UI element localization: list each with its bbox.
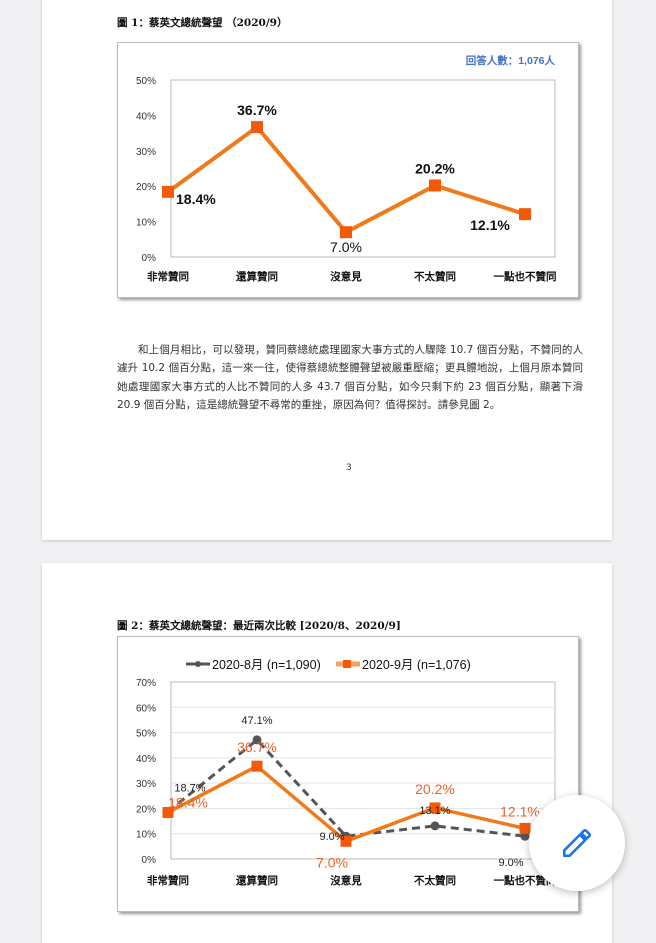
data-point	[251, 121, 263, 134]
data-label: 20.2%	[415, 160, 455, 176]
y-tick-label: 30%	[136, 779, 156, 790]
chart-1-svg: 回答人數：1,076人 0% 10% 20% 30% 40% 50% 非常贊同 還算贊同 沒意見 不…	[136, 54, 557, 283]
series-line-aug	[167, 737, 526, 838]
data-label-aug: 18.7%	[174, 783, 205, 795]
data-label-aug: 13.1%	[419, 805, 450, 817]
data-label-sep: 20.2%	[415, 781, 455, 797]
figure-1-title: 圖 1：蔡英文總統聲望 （2020/9）	[117, 17, 288, 29]
data-point-aug	[252, 735, 262, 745]
legend-label-sep: 2020-9月 (n=1,076)	[362, 658, 471, 672]
data-label-sep: 36.7%	[237, 739, 277, 755]
x-tick-label: 一點也不贊同	[494, 874, 557, 887]
body-paragraph: 和上個月相比，可以發現，贊同蔡總統處理國家大事方式的人驟降 10.7 個百分點，…	[117, 344, 583, 412]
x-tick-label: 還算贊同	[236, 874, 278, 887]
data-point-aug	[520, 831, 530, 841]
data-label: 12.1%	[470, 217, 510, 233]
plot-area	[170, 681, 556, 860]
x-tick-label: 一點也不贊同	[494, 270, 557, 283]
data-label: 7.0%	[330, 239, 362, 255]
x-tick-label: 還算贊同	[236, 270, 278, 283]
data-label: 18.4%	[176, 191, 216, 207]
legend-marker-sep	[343, 660, 351, 668]
y-tick-label: 40%	[136, 754, 156, 765]
x-tick-label: 非常贊同	[147, 270, 189, 283]
data-label-aug: 47.1%	[241, 715, 272, 727]
data-point	[340, 226, 352, 239]
y-tick-label: 10%	[136, 830, 156, 841]
y-tick-label: 50%	[136, 729, 156, 740]
data-point	[162, 185, 174, 198]
data-point-aug	[430, 821, 440, 831]
y-tick-label: 60%	[136, 703, 156, 714]
data-label-sep: 18.4%	[168, 794, 208, 810]
y-tick-label: 20%	[136, 182, 156, 193]
figure-1-chart: 回答人數：1,076人 0% 10% 20% 30% 40% 50% 非常贊同 還算贊同 沒意見 不…	[117, 42, 579, 298]
pdf-page-4: 圖 2：蔡英文總統聲望：最近兩次比較 [2020/8、2020/9] 0% 10%…	[42, 563, 612, 943]
figure-2-title: 圖 2：蔡英文總統聲望：最近兩次比較 [2020/8、2020/9]	[117, 620, 401, 632]
x-tick-label: 非常贊同	[147, 874, 189, 887]
data-point-sep	[162, 806, 174, 818]
data-label-sep: 7.0%	[316, 854, 348, 870]
data-point-sep	[519, 822, 531, 834]
data-label-aug: 9.0%	[319, 831, 344, 843]
data-point-sep	[340, 835, 352, 847]
data-label-aug: 9.0%	[498, 857, 523, 869]
pencil-icon	[562, 828, 592, 858]
data-label-sep: 12.1%	[500, 803, 540, 819]
x-tick-label: 沒意見	[330, 874, 362, 887]
legend-label-aug: 2020-8月 (n=1,090)	[212, 658, 321, 672]
y-tick-label: 20%	[136, 804, 156, 815]
x-tick-label: 不太贊同	[414, 270, 456, 283]
y-tick-label: 70%	[136, 678, 156, 689]
x-tick-label: 不太贊同	[414, 874, 456, 887]
data-point-sep	[251, 760, 263, 772]
chart-2-svg: 0% 10% 20% 30% 40% 50% 60% 70% 非常贊同 還算贊同 沒意見 不太贊同 一點…	[136, 658, 557, 887]
y-tick-label: 30%	[136, 147, 156, 158]
y-tick-label: 10%	[136, 218, 156, 229]
data-point-sep	[429, 802, 441, 814]
pdf-page-3: 圖 1：蔡英文總統聲望 （2020/9） 回答人數：1,076人 0% 10% 20%…	[42, 0, 612, 540]
page-number: 3	[346, 463, 352, 473]
respondents-count: 回答人數：1,076人	[466, 54, 556, 67]
x-tick-label: 沒意見	[330, 270, 362, 283]
y-tick-label: 40%	[136, 111, 156, 122]
plot-area	[170, 79, 556, 258]
y-tick-label: 0%	[142, 253, 157, 264]
edit-fab-button[interactable]	[529, 795, 625, 891]
legend-marker-aug	[195, 661, 201, 667]
data-label: 36.7%	[237, 102, 277, 118]
figure-2-chart: 0% 10% 20% 30% 40% 50% 60% 70% 非常贊同 還算贊同 沒意見 不太贊同 一點…	[117, 636, 579, 912]
data-point	[429, 179, 441, 192]
data-point	[519, 208, 531, 221]
y-tick-label: 50%	[136, 76, 156, 87]
y-tick-label: 0%	[142, 855, 157, 866]
